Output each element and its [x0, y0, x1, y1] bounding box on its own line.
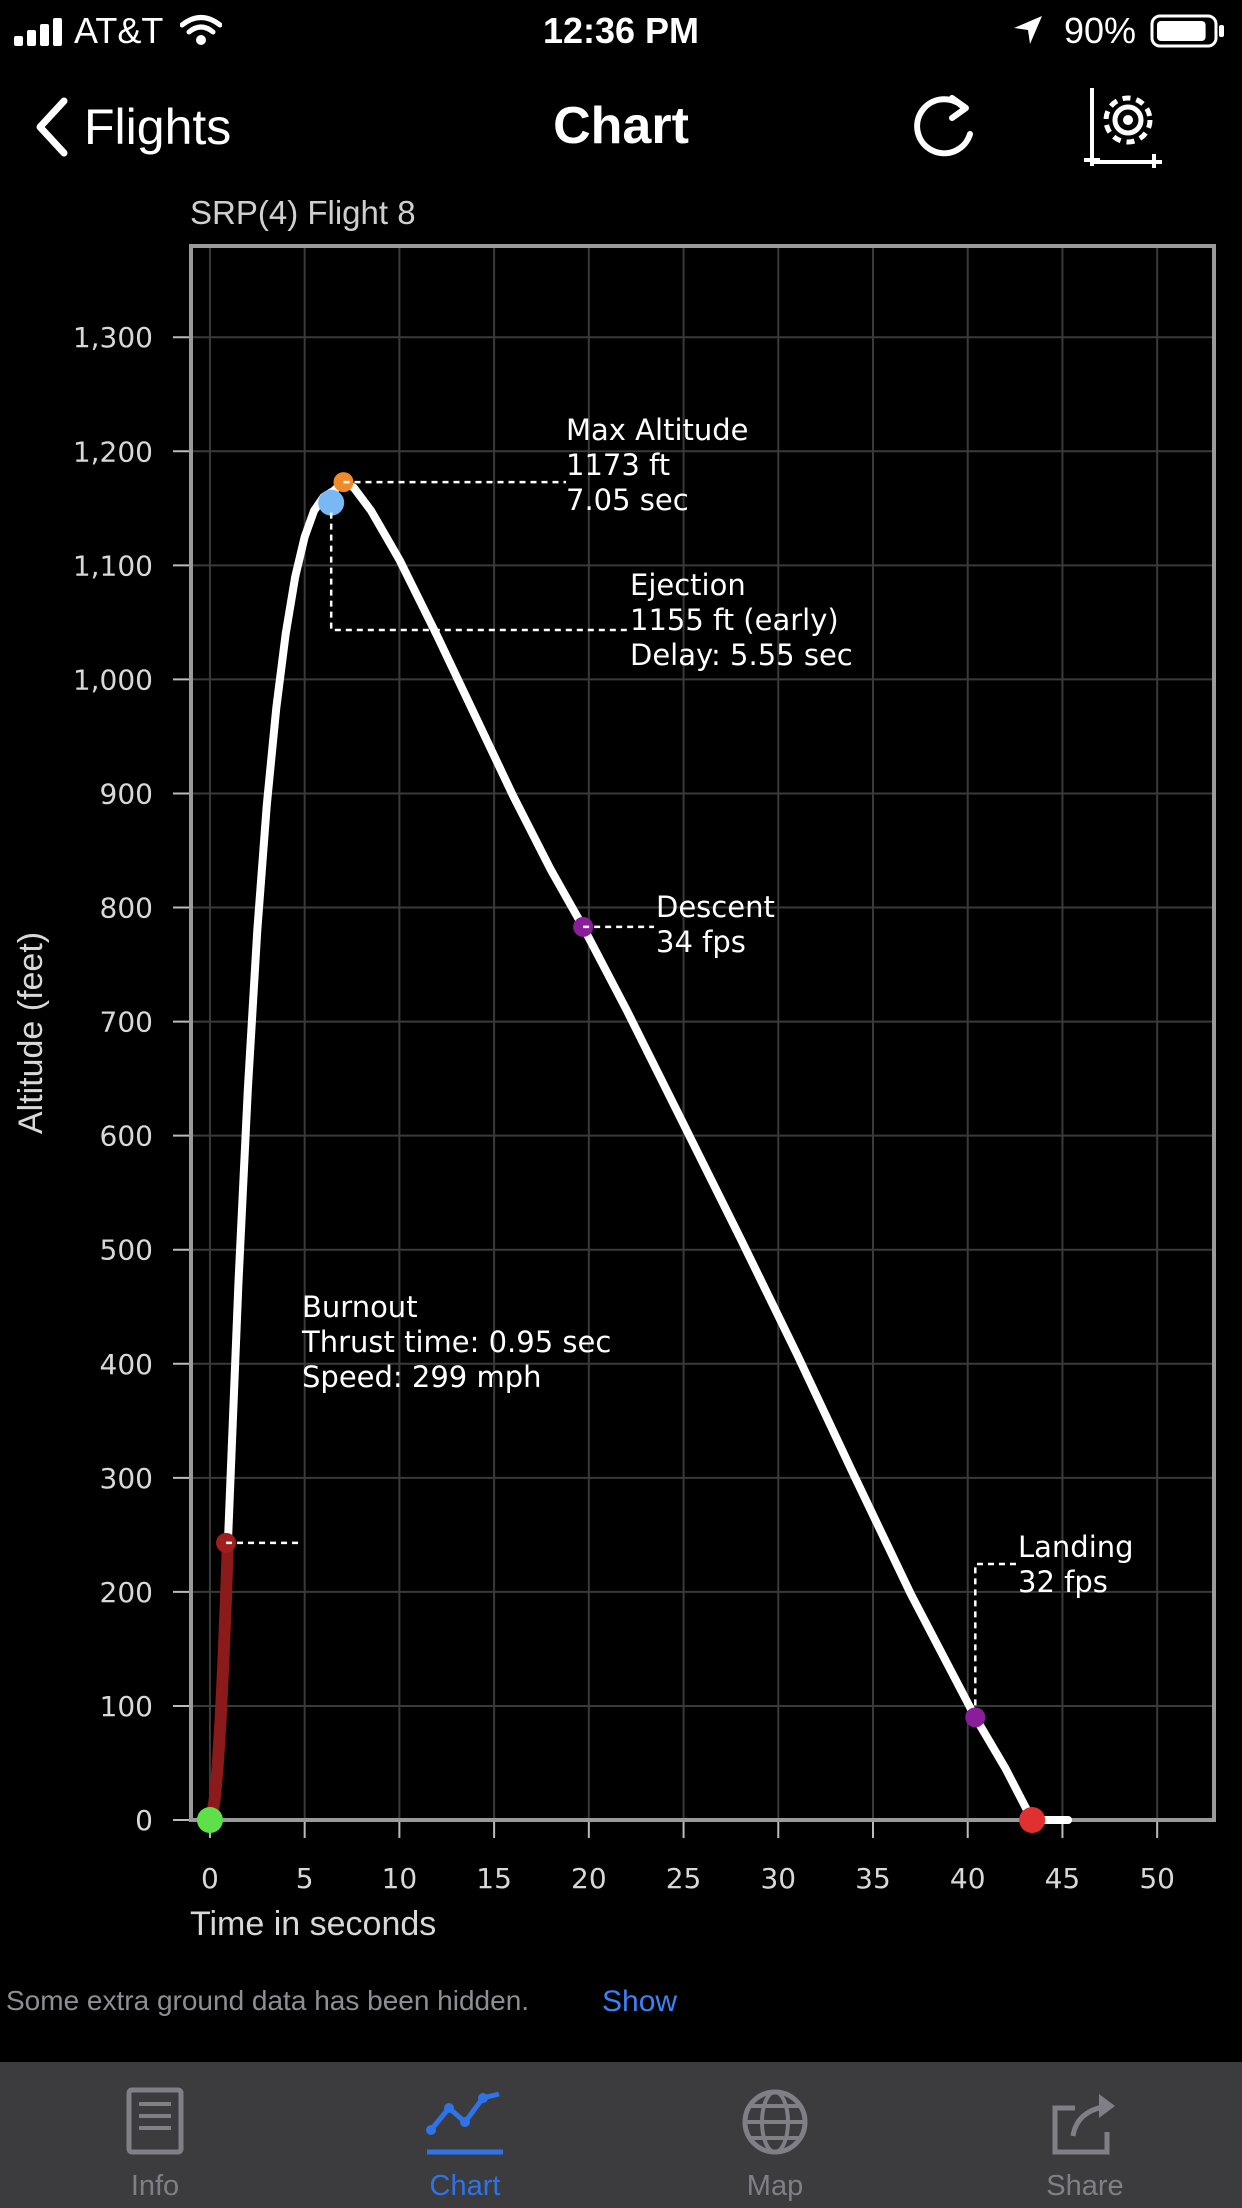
annotation-ejection-line: Ejection	[630, 568, 746, 602]
x-tick-label: 35	[855, 1862, 891, 1895]
back-label: Flights	[84, 99, 232, 155]
annotation-max-altitude-line: 1173 ft	[566, 448, 670, 482]
chart-line-icon	[426, 2091, 503, 2155]
annotation-max-altitude-line: 7.05 sec	[566, 483, 689, 517]
gear-settings-icon	[1084, 88, 1162, 168]
annotation-ejection-line: Delay: 5.55 sec	[630, 638, 853, 672]
signal-icon	[14, 18, 62, 46]
series-line-1	[223, 478, 1073, 1824]
tab-chart[interactable]: Chart	[310, 2062, 620, 2208]
tab-share[interactable]: Share	[930, 2062, 1240, 2208]
annotation-descent-line: Descent	[656, 890, 775, 924]
altitude-chart: SRP(4) Flight 80 5 10 15 20 25 30 35 40 45 5001002…	[12, 194, 1216, 1943]
leader-landing	[974, 1562, 1016, 1706]
chevron-left-icon	[36, 97, 68, 157]
tab-info[interactable]: Info	[0, 2062, 310, 2208]
x-tick-label: 45	[1045, 1862, 1081, 1895]
y-tick-label: 800	[100, 892, 153, 925]
y-tick-label: 1,300	[73, 321, 153, 354]
plot-frame	[189, 244, 1216, 1822]
battery-percent: 90%	[1064, 10, 1137, 51]
y-tick-label: 1,100	[73, 549, 153, 582]
marker-touchdown	[1019, 1807, 1046, 1833]
carrier-label: AT&T	[74, 10, 164, 51]
y-tick-label: 100	[100, 1690, 153, 1723]
back-button[interactable]: Flights	[32, 92, 231, 162]
tab-map-label: Map	[746, 2170, 804, 2202]
x-tick-label: 0	[201, 1862, 219, 1895]
annotation-landing-line: Landing	[1018, 1530, 1134, 1564]
status-bar: AT&T 12:36 PM 90%	[0, 0, 1242, 62]
y-axis-label: Altitude (feet)	[12, 932, 50, 1134]
marker-ejection	[318, 489, 345, 516]
annotation-burnout-line: Thrust time: 0.95 sec	[301, 1325, 611, 1359]
annotation-descent-line: 34 fps	[656, 925, 746, 959]
nav-bar: Flights Chart	[0, 70, 1242, 185]
y-tick-label: 0	[135, 1804, 153, 1837]
annotation-max-altitude-line: Max Altitude	[566, 413, 749, 447]
x-tick-label: 20	[571, 1862, 607, 1895]
y-tick-label: 500	[100, 1234, 153, 1267]
y-tick-label: 300	[100, 1462, 153, 1495]
y-tick-label: 600	[100, 1120, 153, 1153]
refresh-icon	[914, 95, 973, 157]
marker-launch	[196, 1807, 223, 1833]
page-title: Chart	[553, 97, 689, 155]
x-tick-label: 30	[760, 1862, 796, 1895]
x-tick-label: 10	[382, 1862, 418, 1895]
annotation-ejection-line: 1155 ft (early)	[630, 603, 839, 637]
globe-icon	[742, 2089, 808, 2155]
show-hidden-data-link[interactable]: Show	[602, 1985, 678, 2018]
annotation-landing-line: 32 fps	[1018, 1565, 1108, 1599]
info-doc-icon	[126, 2087, 184, 2155]
location-arrow-icon	[1014, 16, 1042, 44]
wifi-icon	[180, 15, 222, 45]
tab-info-label: Info	[130, 2170, 180, 2202]
refresh-button[interactable]	[906, 88, 982, 164]
annotation-burnout-line: Burnout	[302, 1290, 418, 1324]
hidden-data-message: Some extra ground data has been hidden.	[6, 1985, 530, 2016]
x-tick-label: 40	[950, 1862, 986, 1895]
x-tick-label: 15	[476, 1862, 512, 1895]
x-tick-label: 50	[1139, 1862, 1175, 1895]
tab-chart-label: Chart	[429, 2170, 501, 2202]
x-tick-label: 25	[666, 1862, 702, 1895]
hidden-data-note: Some extra ground data has been hidden. …	[6, 1985, 1236, 2025]
leader-ejection	[329, 512, 630, 632]
series-line-0	[203, 1536, 234, 1826]
y-tick-label: 700	[100, 1006, 153, 1039]
battery-icon	[1150, 14, 1224, 48]
y-tick-label: 1,200	[73, 435, 153, 468]
marker-landing-rate	[965, 1707, 986, 1728]
x-axis-label: Time in seconds	[190, 1905, 436, 1943]
y-tick-label: 1,000	[73, 663, 153, 696]
share-icon	[1052, 2094, 1115, 2155]
clock-label: 12:36 PM	[542, 10, 700, 51]
chart-area: SRP(4) Flight 8 0 5 10 15 20 25 30 35 40 45 50 0 100 2…	[0, 190, 1242, 1970]
annotation-burnout-line: Speed: 299 mph	[302, 1360, 542, 1394]
tab-share-label: Share	[1046, 2170, 1124, 2202]
tab-map[interactable]: Map	[620, 2062, 930, 2208]
tab-bar: Info Chart Map Share	[0, 2062, 1242, 2208]
chart-settings-button[interactable]	[1080, 80, 1170, 170]
y-tick-label: 900	[100, 777, 153, 810]
chart-title: SRP(4) Flight 8	[190, 194, 416, 231]
y-tick-label: 400	[100, 1348, 153, 1381]
y-tick-label: 200	[100, 1576, 153, 1609]
x-tick-label: 5	[296, 1862, 314, 1895]
